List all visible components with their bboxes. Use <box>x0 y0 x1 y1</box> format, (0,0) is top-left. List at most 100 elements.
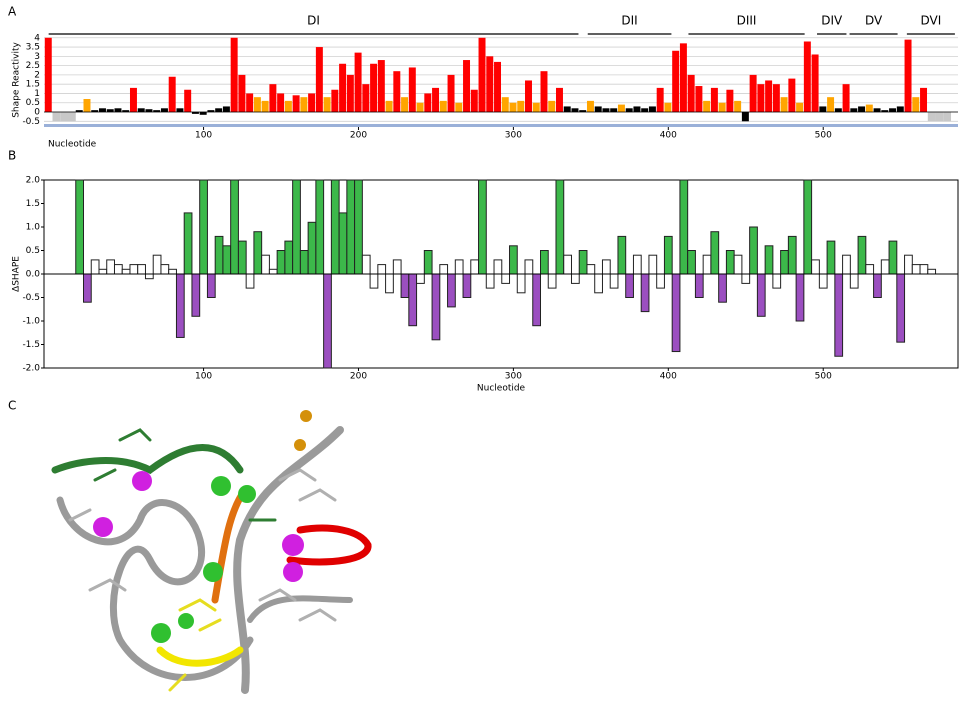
bar <box>703 101 710 112</box>
bar <box>602 108 609 112</box>
bar <box>107 109 114 112</box>
bar <box>370 64 377 112</box>
domain-label: DV <box>865 14 883 28</box>
x-tick-label: 200 <box>350 372 367 382</box>
bar <box>215 236 223 274</box>
bar <box>308 222 316 274</box>
bar <box>889 241 897 274</box>
bar <box>246 93 253 112</box>
bar <box>502 274 510 283</box>
bar <box>417 274 425 283</box>
y-tick-label: -1.5 <box>22 340 40 350</box>
bar <box>618 105 625 112</box>
bar <box>424 251 432 275</box>
bar <box>912 265 920 274</box>
y-tick-label: 1.5 <box>26 199 40 209</box>
bar <box>463 274 471 298</box>
x-tick-label: 400 <box>660 372 677 382</box>
y-tick-label: 3.5 <box>26 43 40 53</box>
bar <box>866 265 874 274</box>
bar <box>905 255 913 274</box>
bar <box>207 274 215 298</box>
bar <box>912 97 919 112</box>
y-tick-label: 1 <box>34 89 40 99</box>
bar <box>664 103 671 112</box>
no-data <box>60 112 68 121</box>
bar <box>138 265 146 274</box>
x-tick-label: 300 <box>505 131 522 141</box>
bar <box>579 251 587 275</box>
y-tick-label: 1.0 <box>26 223 41 233</box>
bar <box>122 269 130 274</box>
panel-label: B <box>8 149 16 163</box>
bar <box>703 255 711 274</box>
bar <box>145 109 152 112</box>
bar <box>781 251 789 275</box>
bar <box>556 88 563 112</box>
bar <box>796 103 803 112</box>
bar <box>130 88 137 112</box>
bar <box>200 180 208 274</box>
bar <box>889 108 896 112</box>
y-axis-label: Shape Reactivity <box>12 42 22 118</box>
bar <box>664 236 672 274</box>
bar <box>757 84 764 112</box>
bar <box>788 236 796 274</box>
bar <box>378 265 386 274</box>
bar <box>347 180 355 274</box>
sequence-strip <box>44 124 958 127</box>
no-data <box>68 112 76 121</box>
bar <box>812 260 820 274</box>
bar <box>827 241 835 274</box>
bar <box>99 108 106 112</box>
y-tick-label: 1.5 <box>26 80 40 90</box>
bar <box>362 84 369 112</box>
bar <box>184 213 192 274</box>
bar <box>331 90 338 112</box>
bar <box>773 84 780 112</box>
bar <box>633 106 640 112</box>
y-tick-label: 4 <box>34 33 40 43</box>
bar <box>750 75 757 112</box>
x-tick-label: 200 <box>350 131 367 141</box>
y-tick-label: 2.0 <box>26 176 41 186</box>
y-tick-label: 0.0 <box>26 270 41 280</box>
bar <box>231 180 239 274</box>
bar <box>742 274 750 283</box>
bar <box>595 106 602 112</box>
x-tick-label: 100 <box>195 131 212 141</box>
y-tick-label: 2.5 <box>26 61 40 71</box>
bar <box>928 269 936 274</box>
bar <box>726 251 734 275</box>
bar <box>347 75 354 112</box>
bar <box>672 274 680 352</box>
bar <box>393 260 401 274</box>
bar <box>812 54 819 112</box>
bar <box>246 274 254 288</box>
bar <box>541 251 549 275</box>
bar <box>486 274 494 288</box>
bar <box>130 265 138 274</box>
y-tick-label: -2.0 <box>22 364 40 374</box>
bar <box>386 274 394 293</box>
bar <box>843 255 851 274</box>
bar <box>494 62 501 112</box>
bar <box>564 106 571 112</box>
bar <box>331 180 339 274</box>
bar <box>401 274 409 298</box>
bar <box>819 106 826 112</box>
bar <box>610 274 618 288</box>
y-tick-label: 0.5 <box>26 98 40 108</box>
bar <box>215 108 222 112</box>
bar <box>525 260 533 274</box>
bar <box>874 274 882 298</box>
bar <box>765 246 773 274</box>
bar <box>742 112 749 121</box>
bar <box>750 227 758 274</box>
bar <box>510 246 518 274</box>
bar <box>378 60 385 112</box>
bar <box>223 106 230 112</box>
page: {"panels": ["A", "B", "C"], "chart_data"… <box>0 0 961 711</box>
bar <box>781 97 788 112</box>
bar <box>161 265 169 274</box>
